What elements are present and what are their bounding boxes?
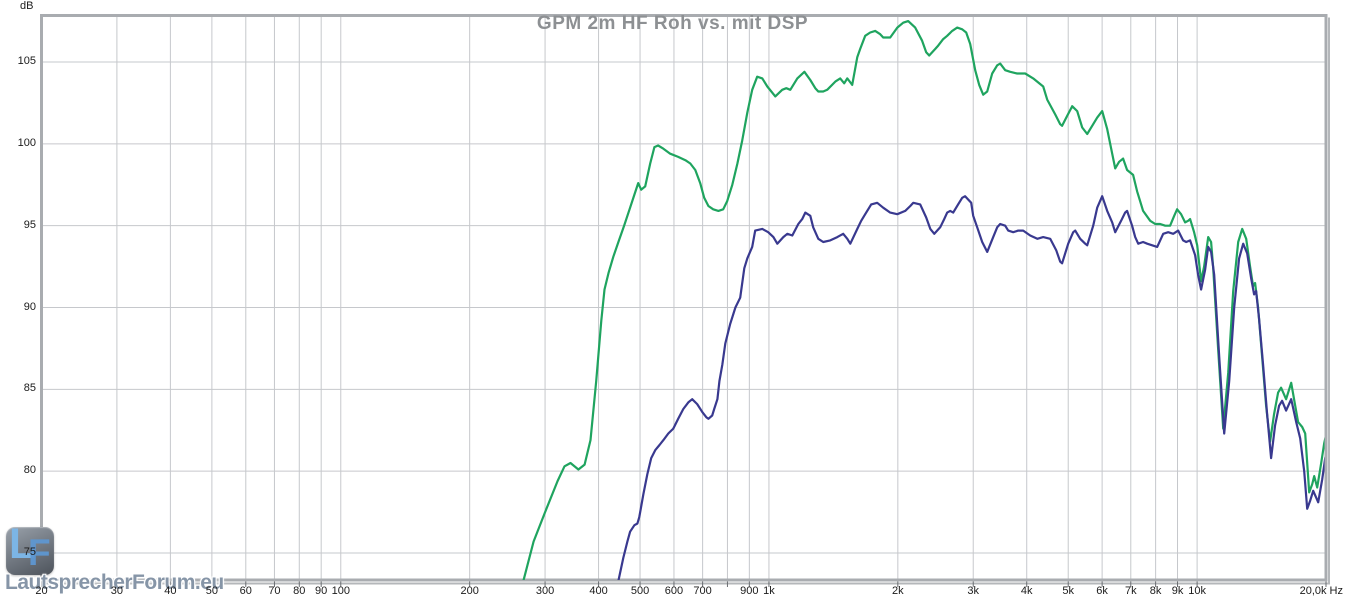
x-tick-label: 400 [589,585,608,597]
curve-green [522,20,1325,580]
x-tick-label: 10k [1188,585,1206,597]
y-tick-label: 105 [17,55,36,67]
x-tick-label: 4k [1020,585,1033,597]
x-tick-label: 3k [967,585,980,597]
x-tick-label: 5k [1062,585,1075,597]
x-axis-labels: 20 30 40 50 60 70 80 90 100 200 300 400 500 600 700 900… [0,585,1345,601]
x-tick-label: 70 [268,585,281,597]
x-tick-label: 500 [630,585,650,597]
x-tick-label: 700 [693,585,712,597]
y-axis-unit-label: dB [20,0,34,12]
x-tick-label: 7k [1124,585,1137,597]
x-tick-label: 300 [535,585,555,597]
lautsprecherforum-logo: L F [6,527,54,575]
y-tick-label: 90 [23,300,36,313]
x-tick-label: 90 [315,585,328,597]
y-tick-label: 95 [23,218,36,231]
page-title: GPM 2m HF Roh vs. mit DSP [536,13,809,34]
x-tick-label: 6k [1096,585,1108,597]
x-tick-label: 8k [1149,585,1162,597]
y-tick-label: 75 [23,546,36,558]
x-tick-label: 60 [239,585,252,597]
x-tick-label: 600 [664,585,684,597]
x-tick-label: 2k [892,585,904,597]
x-tick-label: 1k [763,585,775,597]
curve-blue [617,195,1325,580]
y-tick-label: 100 [17,136,36,149]
x-tick-label: 100 [331,585,350,597]
x-tick-label: 30 [110,585,124,597]
logo-letter-f: F [28,532,51,573]
plot-frame [40,14,1328,582]
y-tick-label: 80 [23,464,36,477]
y-tick-label: 85 [23,382,36,395]
x-tick-label: 80 [293,585,306,597]
x-tick-label: 900 [740,585,759,597]
x-tick-label: 9k [1171,585,1184,597]
x-tick-label: 20,0k Hz [1299,585,1343,597]
watermark-text: LautsprecherForum.eu [5,571,224,594]
x-tick-label: 50 [205,585,218,597]
x-tick-label: 20 [35,585,48,597]
logo-letter-l: L [9,527,36,568]
x-tick-label: 200 [460,585,479,597]
x-tick-label: 40 [164,585,177,597]
